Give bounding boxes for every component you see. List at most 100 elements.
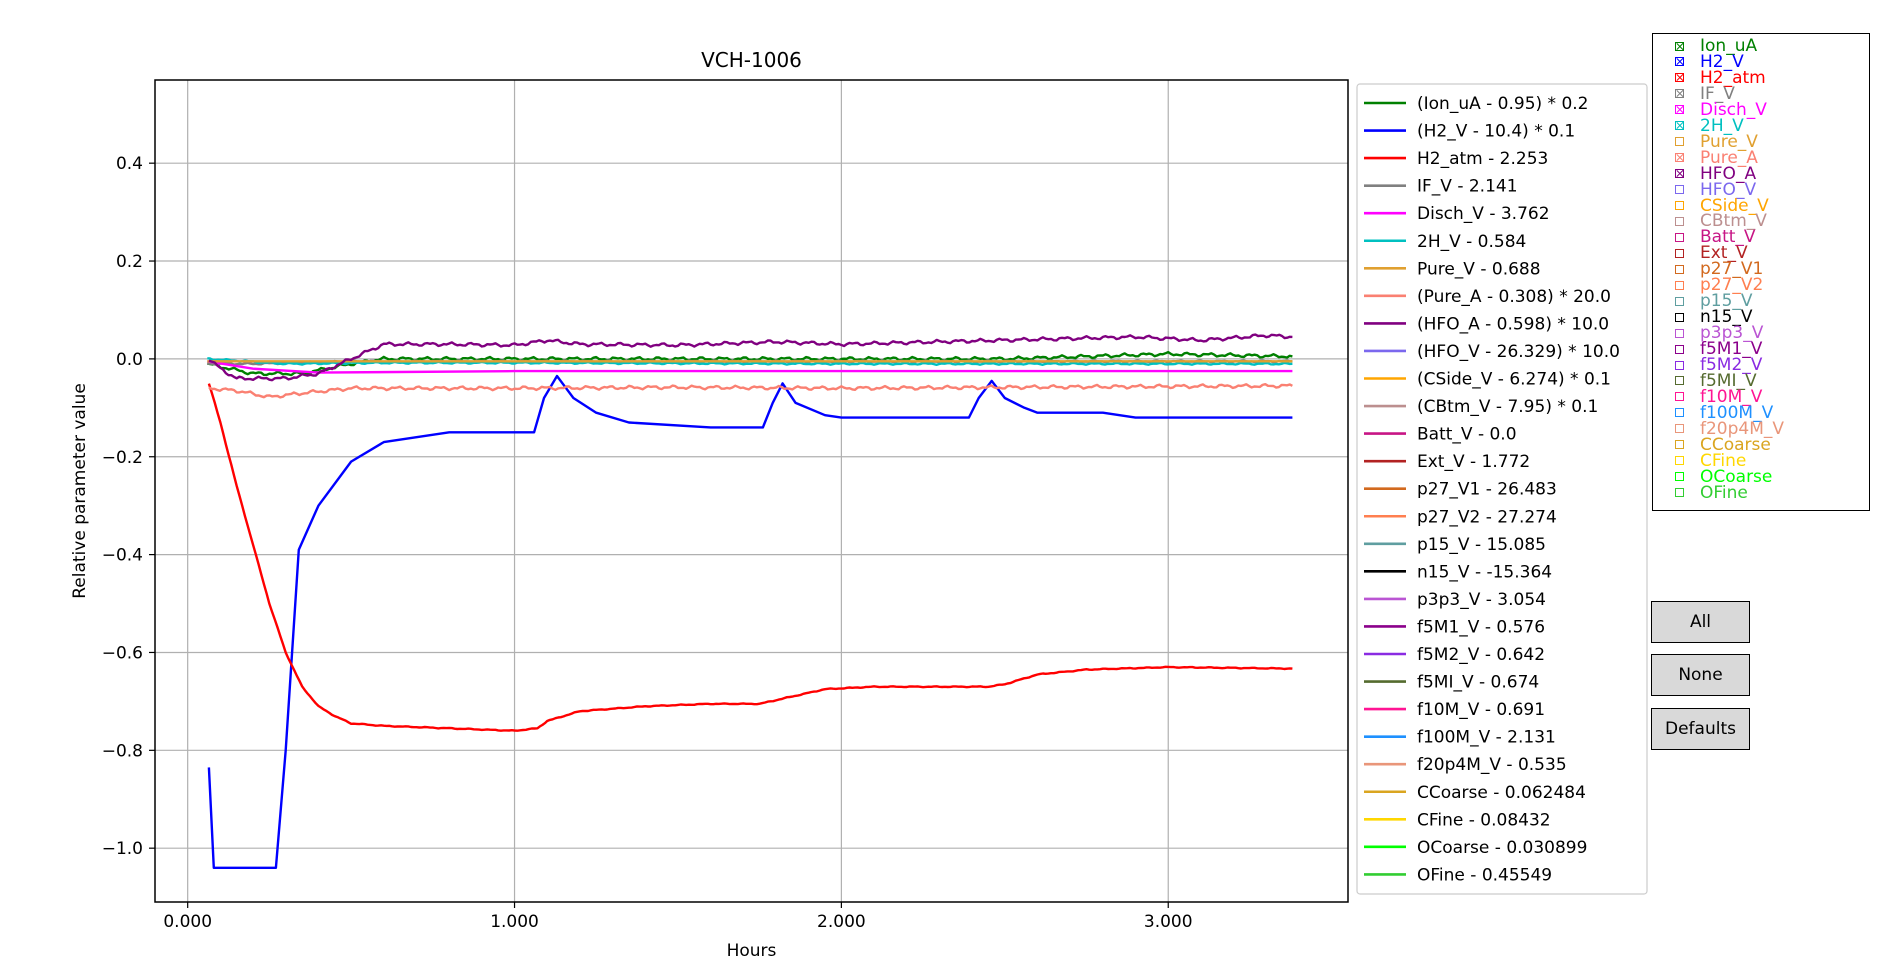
series-checkbox[interactable]: Ion_uA bbox=[1675, 36, 1758, 56]
defaults-button[interactable]: Defaults bbox=[1651, 708, 1750, 750]
series-checkbox[interactable]: CBtm_V bbox=[1675, 211, 1767, 232]
y-axis-label: Relative parameter value bbox=[70, 383, 90, 599]
series-line-0 bbox=[207, 350, 1293, 377]
checked-box-icon[interactable] bbox=[1675, 73, 1684, 83]
checked-box-icon[interactable] bbox=[1675, 57, 1684, 67]
series-checkbox[interactable]: p15_V bbox=[1675, 293, 1753, 310]
series-checkbox[interactable]: p27_V2 bbox=[1675, 277, 1763, 294]
series-checkbox[interactable]: f100M_V bbox=[1675, 402, 1774, 423]
series-line-7 bbox=[208, 383, 1293, 399]
series-checkbox-label: f100M_V bbox=[1700, 402, 1774, 423]
series-checkbox[interactable]: H2_atm bbox=[1675, 67, 1766, 88]
unchecked-box-icon[interactable] bbox=[1675, 216, 1684, 226]
x-tick-label: 1.000 bbox=[490, 912, 539, 932]
series-checkbox[interactable]: f20p4M_V bbox=[1675, 418, 1785, 439]
unchecked-box-icon[interactable] bbox=[1675, 456, 1684, 466]
series-checkbox[interactable]: Pure_A bbox=[1675, 149, 1758, 166]
legend-entry: OFine - 0.45549 bbox=[1417, 865, 1552, 885]
x-axis-label: Hours bbox=[727, 941, 777, 961]
series-checkbox[interactable]: n15_V bbox=[1675, 309, 1753, 326]
series-checkbox[interactable]: OCoarse bbox=[1675, 468, 1772, 485]
checked-box-icon[interactable] bbox=[1675, 89, 1684, 99]
checked-box-icon[interactable] bbox=[1675, 41, 1684, 51]
series-checkbox[interactable]: H2_V bbox=[1675, 53, 1744, 70]
unchecked-box-icon[interactable] bbox=[1675, 264, 1684, 274]
legend-box bbox=[1356, 83, 1648, 895]
unchecked-box-icon[interactable] bbox=[1675, 185, 1684, 195]
series-checkbox[interactable]: OFine bbox=[1675, 484, 1748, 501]
series-checkbox[interactable]: CSide_V bbox=[1675, 197, 1769, 214]
unchecked-box-icon[interactable] bbox=[1675, 328, 1684, 338]
series-checkbox[interactable]: f5MI_V bbox=[1675, 370, 1757, 391]
series-checkbox-label: H2_atm bbox=[1700, 67, 1766, 88]
checked-box-icon[interactable] bbox=[1675, 169, 1684, 179]
legend-entry: f20p4M_V - 0.535 bbox=[1417, 755, 1567, 775]
series-checkbox-label: CBtm_V bbox=[1700, 211, 1767, 232]
legend-entry: CFine - 0.08432 bbox=[1417, 810, 1551, 830]
series-checkbox-label: f5MI_V bbox=[1700, 370, 1757, 391]
unchecked-box-icon[interactable] bbox=[1675, 360, 1684, 370]
series-checkbox-label: Ion_uA bbox=[1700, 36, 1758, 56]
legend-entry: OCoarse - 0.030899 bbox=[1417, 838, 1587, 858]
checked-box-icon[interactable] bbox=[1675, 105, 1684, 115]
x-tick-label: 2.000 bbox=[817, 912, 866, 932]
series-checkbox[interactable]: Batt_V bbox=[1675, 229, 1756, 246]
series-checkbox[interactable]: CFine bbox=[1675, 452, 1746, 469]
unchecked-box-icon[interactable] bbox=[1675, 248, 1684, 258]
series-checkbox[interactable]: Pure_V bbox=[1675, 133, 1758, 150]
legend-entry: Disch_V - 3.762 bbox=[1417, 204, 1550, 224]
unchecked-box-icon[interactable] bbox=[1675, 344, 1684, 354]
x-tick-label: 0.000 bbox=[163, 912, 212, 932]
series-checkbox[interactable]: IF_V bbox=[1675, 85, 1735, 102]
unchecked-box-icon[interactable] bbox=[1675, 440, 1684, 450]
unchecked-box-icon[interactable] bbox=[1675, 472, 1684, 482]
unchecked-box-icon[interactable] bbox=[1675, 296, 1684, 306]
unchecked-box-icon[interactable] bbox=[1675, 232, 1684, 242]
series-checkbox[interactable]: CCoarse bbox=[1675, 436, 1771, 453]
unchecked-box-icon[interactable] bbox=[1675, 392, 1684, 402]
series-checkbox-label: HFO_V bbox=[1700, 179, 1757, 200]
series-line-1 bbox=[207, 374, 1293, 869]
y-tick-label: 0.2 bbox=[116, 252, 143, 272]
unchecked-box-icon[interactable] bbox=[1675, 376, 1684, 386]
series-checkbox-label: p27_V1 bbox=[1700, 259, 1764, 280]
series-checkbox-label: Ext_V bbox=[1700, 243, 1748, 264]
y-tick-label: −0.8 bbox=[102, 741, 143, 761]
unchecked-box-icon[interactable] bbox=[1675, 280, 1684, 290]
series-checkbox[interactable]: HFO_A bbox=[1675, 165, 1756, 182]
series-checkbox-label: f20p4M_V bbox=[1700, 418, 1785, 439]
series-checkbox[interactable]: Ext_V bbox=[1675, 243, 1748, 264]
legend-entry: p27_V1 - 26.483 bbox=[1417, 480, 1557, 500]
plot-frame bbox=[154, 79, 1349, 903]
series-checkbox[interactable]: Disch_V bbox=[1675, 101, 1767, 118]
series-checkbox[interactable]: HFO_V bbox=[1675, 179, 1757, 200]
unchecked-box-icon[interactable] bbox=[1675, 201, 1684, 210]
legend-entry: f5M1_V - 0.576 bbox=[1417, 617, 1545, 637]
unchecked-box-icon[interactable] bbox=[1675, 312, 1684, 322]
series-checkbox[interactable]: p3p3_V bbox=[1675, 325, 1763, 342]
checked-box-icon[interactable] bbox=[1675, 121, 1684, 131]
legend-entry: (Ion_uA - 0.95) * 0.2 bbox=[1417, 94, 1589, 114]
series-checkbox[interactable]: p27_V1 bbox=[1675, 259, 1764, 280]
series-checkbox[interactable]: f5M1_V bbox=[1675, 341, 1762, 358]
legend-entry: Batt_V - 0.0 bbox=[1417, 425, 1517, 445]
legend-entry: p27_V2 - 27.274 bbox=[1417, 507, 1557, 527]
legend-entry: n15_V - -15.364 bbox=[1417, 562, 1552, 582]
unchecked-box-icon[interactable] bbox=[1675, 488, 1684, 498]
x-tick-label: 3.000 bbox=[1144, 912, 1193, 932]
unchecked-box-icon[interactable] bbox=[1675, 424, 1684, 434]
legend-entry: CCoarse - 0.062484 bbox=[1417, 783, 1586, 803]
legend-entry: IF_V - 2.141 bbox=[1417, 177, 1518, 197]
unchecked-box-icon[interactable] bbox=[1675, 408, 1684, 418]
legend-entry: f10M_V - 0.691 bbox=[1417, 700, 1545, 720]
series-checkbox-panel: Ion_uA H2_V H2_atm IF_V Disch_V 2H_V Pure_V Pur… bbox=[1652, 33, 1870, 511]
series-checkbox[interactable]: 2H_V bbox=[1675, 117, 1744, 134]
series-checkbox[interactable]: f5M2_V bbox=[1675, 357, 1762, 374]
unchecked-box-icon[interactable] bbox=[1675, 137, 1684, 147]
y-tick-label: −0.2 bbox=[102, 448, 143, 468]
series-checkbox[interactable]: f10M_V bbox=[1675, 388, 1762, 405]
checked-box-icon[interactable] bbox=[1675, 153, 1684, 163]
legend-entry: (HFO_V - 26.329) * 10.0 bbox=[1417, 342, 1620, 362]
select-none-button[interactable]: None bbox=[1651, 654, 1750, 696]
select-all-button[interactable]: All bbox=[1651, 601, 1750, 643]
